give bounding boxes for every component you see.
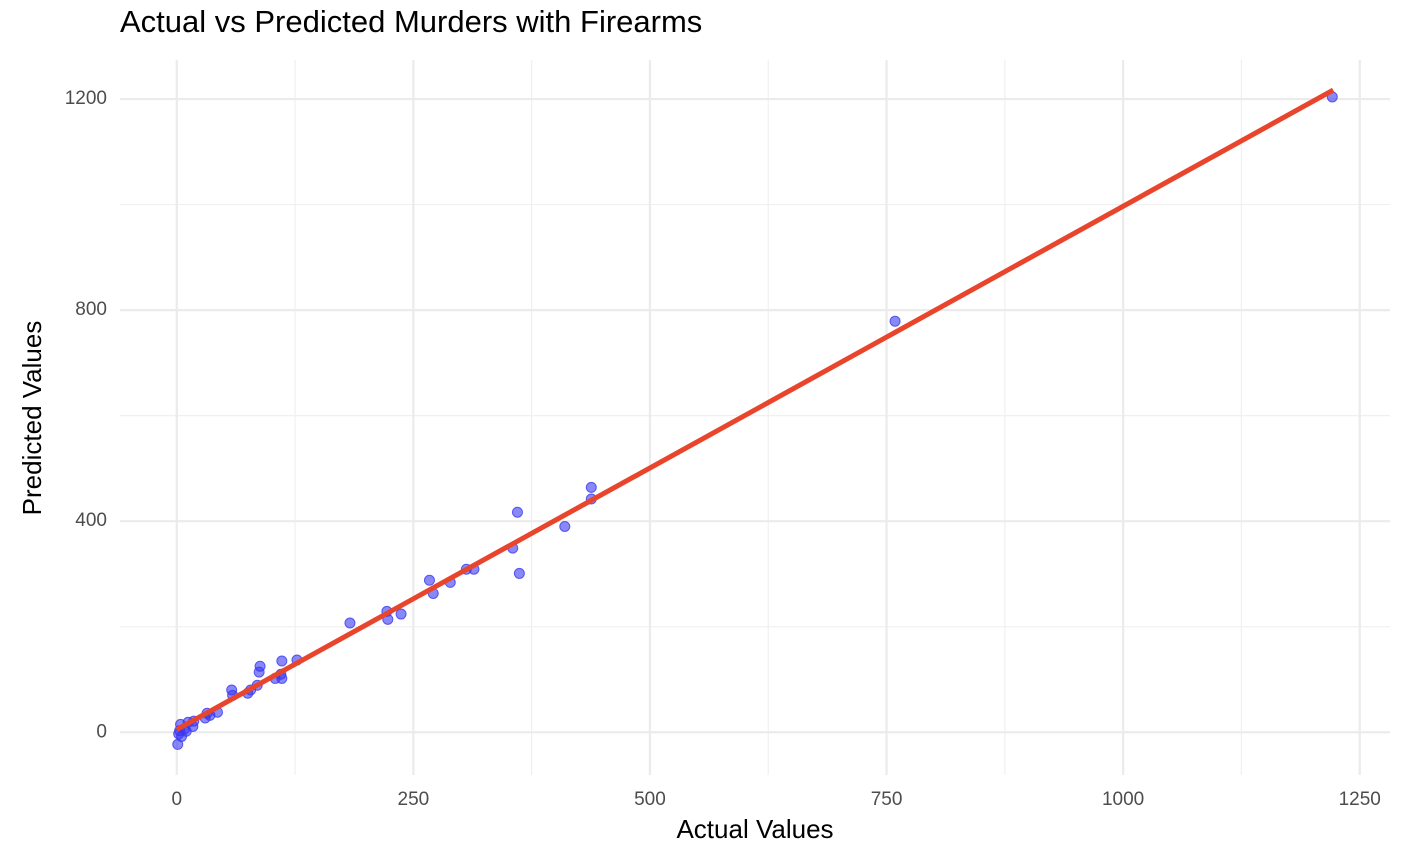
point [276, 655, 288, 667]
point [172, 738, 184, 750]
point [423, 574, 435, 586]
x-axis-label: Actual Values [676, 814, 833, 844]
point [395, 608, 407, 620]
point [889, 315, 901, 327]
point [344, 617, 356, 629]
marks [172, 87, 1338, 750]
y-tick-label: 800 [75, 299, 107, 320]
point [559, 520, 571, 532]
fit-line [175, 87, 1335, 732]
y-tick-label: 0 [96, 721, 107, 742]
point [585, 481, 597, 493]
x-tick-label: 1000 [1102, 789, 1144, 810]
chart-title: Actual vs Predicted Murders with Firearm… [120, 4, 702, 39]
x-tick-label: 500 [634, 789, 666, 810]
x-tick-label: 1250 [1339, 789, 1381, 810]
x-tick-label: 250 [398, 789, 430, 810]
point [513, 567, 525, 579]
x-tick-label: 750 [871, 789, 903, 810]
point [253, 666, 265, 678]
y-tick-label: 400 [75, 510, 107, 531]
x-tick-label: 0 [171, 789, 182, 810]
y-axis-label: Predicted Values [17, 321, 47, 516]
y-tick-label: 1200 [65, 88, 107, 109]
point [511, 506, 523, 518]
grid [120, 60, 1390, 775]
